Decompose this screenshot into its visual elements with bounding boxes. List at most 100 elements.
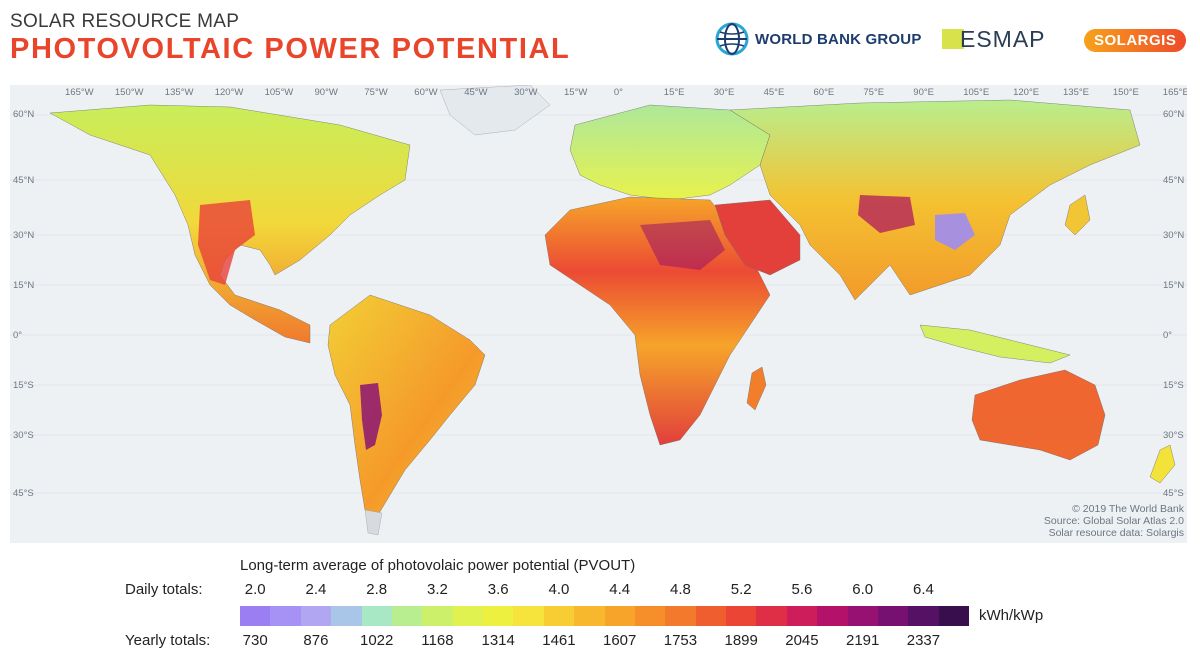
sahara-high-pvout-zone — [640, 220, 725, 270]
world-pvout-map: 165°W 150°W 135°W 120°W 105°W 90°W 75°W 60°W 45°… — [10, 85, 1187, 543]
latitude-label: 45°S — [1163, 488, 1184, 499]
patagonia-landmass — [364, 509, 383, 536]
greenland-landmass — [439, 85, 551, 136]
longitude-label: 60°W — [414, 87, 437, 98]
latitude-label: 60°N — [13, 109, 34, 120]
daily-value: 6.0 — [852, 581, 874, 598]
madagascar-landmass — [746, 366, 767, 411]
longitude-label: 150°W — [115, 87, 144, 98]
yearly-value: 2191 — [846, 632, 880, 649]
latitude-label: 30°N — [13, 230, 34, 241]
longitude-label: 105°E — [963, 87, 989, 98]
daily-value: 5.2 — [730, 581, 752, 598]
legend-color-swatch — [665, 606, 696, 626]
latitude-label: 15°N — [1163, 280, 1184, 291]
longitude-label: 120°E — [1013, 87, 1039, 98]
legend-color-scale — [240, 606, 969, 626]
yearly-value: 2337 — [906, 632, 941, 649]
tibet-high-pvout-zone — [858, 195, 915, 233]
longitude-label: 0° — [614, 87, 623, 98]
legend-color-swatch — [695, 606, 726, 626]
australia-landmass — [971, 369, 1106, 461]
longitude-label: 30°W — [514, 87, 537, 98]
asia-landmass — [729, 99, 1141, 301]
longitude-label: 45°W — [464, 87, 487, 98]
esmap-logo-text: ESMAP — [960, 25, 1046, 52]
yearly-value: 1753 — [663, 632, 698, 649]
japan-landmass — [1064, 194, 1091, 236]
map-subtitle: SOLAR RESOURCE MAP — [10, 11, 240, 32]
latitude-label: 30°S — [13, 430, 34, 441]
yearly-value: 1461 — [542, 632, 576, 649]
legend-color-swatch — [847, 606, 878, 626]
yearly-value: 1607 — [603, 632, 637, 649]
daily-value: 4.0 — [548, 581, 570, 598]
longitude-label: 75°W — [364, 87, 387, 98]
daily-value: 5.6 — [791, 581, 813, 598]
longitude-label: 60°E — [814, 87, 835, 98]
copyright-text: © 2019 The World Bank — [1072, 503, 1184, 515]
latitude-labels-right: 60°N 45°N 30°N 15°N 0° 15°S 30°S 45°S — [1163, 109, 1184, 499]
legend-color-swatch — [574, 606, 605, 626]
map-title: PHOTOVOLTAIC POWER POTENTIAL — [10, 33, 571, 65]
daily-value: 4.8 — [670, 581, 691, 598]
legend-color-swatch — [361, 606, 392, 626]
legend-color-swatch — [513, 606, 544, 626]
map-credits: © 2019 The World Bank Source: Global Sol… — [1044, 503, 1184, 539]
legend-color-swatch — [634, 606, 666, 626]
arabian-peninsula-landmass — [714, 199, 801, 276]
yearly-value: 1022 — [360, 632, 394, 649]
new-zealand-landmass — [1149, 444, 1176, 484]
latitude-label: 15°N — [13, 280, 34, 291]
latitude-label: 45°N — [1163, 175, 1184, 186]
longitude-label: 150°E — [1113, 87, 1139, 98]
legend-color-swatch — [452, 606, 483, 626]
south-america-landmass — [327, 294, 486, 516]
latitude-label: 30°N — [1163, 230, 1184, 241]
legend-yearly-label: Yearly totals: — [125, 632, 211, 649]
source-text: Source: Global Solar Atlas 2.0 — [1043, 515, 1184, 527]
latitude-label: 30°S — [1163, 430, 1184, 441]
latitude-label: 60°N — [1163, 109, 1184, 120]
longitude-labels: 165°W 150°W 135°W 120°W 105°W 90°W 75°W 60°W 45°… — [65, 87, 1187, 98]
longitude-label: 15°W — [564, 87, 587, 98]
longitude-label: 90°W — [315, 87, 338, 98]
latitude-label: 45°N — [13, 175, 34, 186]
yearly-value: 730 — [242, 632, 268, 649]
legend-color-swatch — [908, 606, 939, 626]
latitude-label: 45°S — [13, 488, 34, 499]
longitude-label: 105°W — [265, 87, 294, 98]
longitude-label: 135°W — [165, 87, 194, 98]
longitude-label: 165°E — [1163, 87, 1187, 98]
latitude-label: 0° — [13, 330, 22, 341]
andes-high-pvout-band — [360, 383, 382, 450]
indonesia-landmass — [919, 324, 1071, 364]
legend-color-swatch — [300, 606, 332, 626]
legend-color-swatch — [391, 606, 423, 626]
legend-color-swatch — [604, 606, 635, 626]
world-bank-logo-text: WORLD BANK GROUP — [755, 30, 922, 48]
longitude-label: 15°E — [664, 87, 685, 98]
longitude-label: 135°E — [1063, 87, 1089, 98]
legend-unit: kWh/kWp — [979, 607, 1044, 624]
legend-daily-label: Daily totals: — [125, 581, 203, 598]
yearly-value: 1314 — [481, 632, 515, 649]
esmap-logo: ESMAP — [942, 22, 1046, 56]
legend-color-swatch — [786, 606, 818, 626]
daily-value: 2.8 — [366, 581, 388, 598]
yearly-value: 1168 — [421, 632, 454, 649]
legend-color-swatch — [756, 606, 787, 626]
legend-color-swatch — [331, 606, 362, 626]
legend-color-swatch — [877, 606, 909, 626]
legend-color-swatch — [240, 606, 271, 626]
daily-value: 2.0 — [244, 581, 266, 598]
legend-color-swatch — [422, 606, 453, 626]
sichuan-low-pvout-zone — [935, 213, 975, 250]
daily-value: 3.2 — [427, 581, 448, 598]
daily-value: 4.4 — [609, 581, 631, 598]
legend-color-swatch — [543, 606, 575, 626]
legend-color-swatch — [938, 606, 969, 626]
solargis-logo: SOLARGIS — [1084, 27, 1187, 53]
legend-title: Long-term average of photovolaic power p… — [240, 557, 636, 574]
yearly-value: 876 — [303, 632, 329, 649]
